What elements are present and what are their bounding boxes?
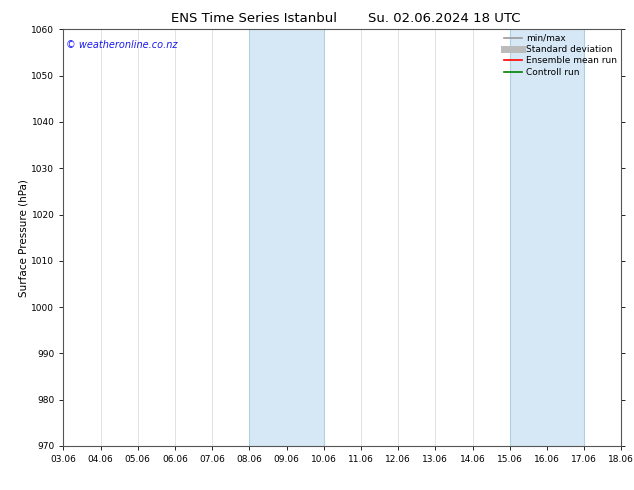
Bar bbox=[510, 29, 584, 446]
Bar bbox=[249, 29, 324, 446]
Legend: min/max, Standard deviation, Ensemble mean run, Controll run: min/max, Standard deviation, Ensemble me… bbox=[504, 34, 617, 76]
Text: ENS Time Series Istanbul: ENS Time Series Istanbul bbox=[171, 12, 337, 25]
Text: Su. 02.06.2024 18 UTC: Su. 02.06.2024 18 UTC bbox=[368, 12, 520, 25]
Y-axis label: Surface Pressure (hPa): Surface Pressure (hPa) bbox=[18, 179, 29, 296]
Text: © weatheronline.co.nz: © weatheronline.co.nz bbox=[66, 40, 178, 50]
